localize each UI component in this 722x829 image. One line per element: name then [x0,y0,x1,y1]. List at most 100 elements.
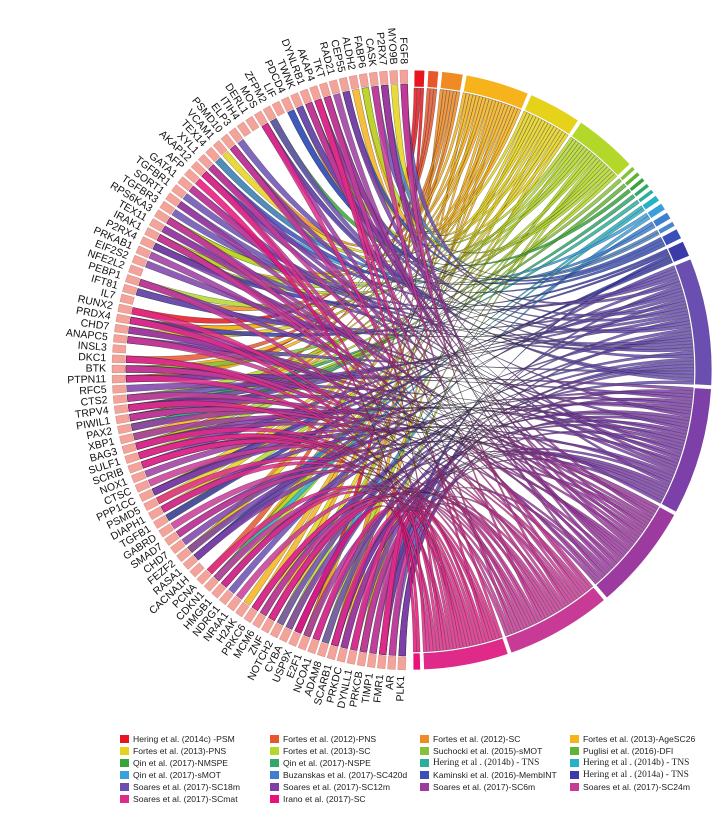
gene-box [271,100,285,117]
gene-box [131,470,147,484]
legend-label: Qin et al. (2017)-NMSPE [133,758,229,768]
gene-box [159,200,176,215]
gene-box [377,654,387,669]
chord-ribbon [378,511,427,656]
gene-box [165,192,181,207]
dataset-arc [667,240,691,263]
gene-label: DKC1 [78,351,107,364]
legend: Hering et al. (2014c) -PSM Fortes et al. … [120,733,720,829]
legend-item: Soares et al. (2017)-SCmat [120,793,270,805]
gene-box [328,79,341,95]
gene-box [245,115,260,132]
gene-label: FABP6 [351,35,368,69]
dataset-arc [412,652,422,671]
legend-item: Soares et al. (2017)-SC12m [270,781,420,793]
legend-item: Soares et al. (2017)-SC24m [570,781,720,793]
chord-ribbon [215,157,656,285]
gene-box [220,133,236,149]
chord-ribbon [276,380,694,626]
dataset-arc [646,202,666,220]
gene-box [124,452,140,464]
gene-label: BTK [86,363,106,375]
legend-item: Hering et al . (2014a) - TNS [570,769,720,781]
gene-box [111,364,126,374]
chord-ribbon [125,365,588,593]
legend-label: Buzanskas et al. (2017)-SC420d [283,770,408,780]
legend-label: Hering et al . (2014b) - TNS [433,758,540,768]
dataset-arc [628,176,646,193]
gene-box [171,184,187,199]
dataset-arc [660,387,712,513]
chord-ribbon [323,95,516,634]
dataset-arc [426,70,440,89]
gene-box [189,562,205,578]
legend-label: Qin et al. (2017)-sMOT [133,770,221,780]
gene-box [227,595,242,612]
chord-ribbon [388,502,546,656]
chord-ribbon [148,251,616,569]
legend-item: Puglisi et al. (2016)-DFI [570,745,720,757]
chord-ribbon [270,118,695,382]
gene-box [125,274,141,286]
legend-item: Qin et al. (2017)-NSPE [270,757,420,769]
legend-swatch [120,759,129,767]
legend-label: Soares et al. (2017)-SC18m [133,782,240,792]
gene-box [254,110,268,127]
dataset-arc [674,258,713,387]
chord-ribbon [296,105,694,353]
legend-label: Fortes et al. (2013)-PNS [133,746,227,756]
gene-box [119,433,135,445]
legend-item: Qin et al. (2017)-sMOT [120,769,270,781]
chord-ribbon [305,101,583,597]
legend-swatch [270,759,279,767]
chord-ribbon [380,84,606,578]
gene-box [297,635,311,651]
gene-box [177,176,193,191]
chord-ribbon [294,505,421,653]
gene-label: TIMP1 [360,672,376,704]
legend-swatch [270,771,279,779]
legend-item: Hering et al. (2014c) -PSM [120,733,270,745]
legend-swatch [420,735,429,743]
gene-label: ANAPC5 [65,327,108,343]
gene-box [389,70,399,84]
gene-box [112,394,127,404]
gene-label: MYO9B [385,28,399,65]
chord-ribbon [340,487,608,649]
gene-box [387,655,397,670]
gene-box [212,140,228,156]
legend-label: Hering et al . (2014a) - TNS [583,770,689,780]
gene-box [134,480,151,493]
legend-item: Hering et al . (2014b) - TNS [570,757,720,769]
chord-ribbon [127,336,552,617]
legend-swatch [420,759,429,767]
gene-label: AR [384,674,397,690]
gene-box [114,324,129,334]
legend-item: Buzanskas et al. (2017)-SC420d [270,769,420,781]
chord-ribbon [331,507,484,647]
legend-swatch [120,771,129,779]
chord-ribbon [144,428,658,513]
legend-label: Qin et al. (2017)-NSPE [283,758,371,768]
gene-box [399,69,408,84]
legend-label: Soares et al. (2017)-SCmat [133,794,238,804]
gene-box [196,569,212,585]
gene-box [112,344,127,354]
gene-box [139,236,156,250]
legend-swatch [120,735,129,743]
gene-box [205,146,221,163]
gene-label: TKT [310,57,328,80]
gene-box [190,161,207,177]
legend-swatch [120,783,129,791]
chord-ribbon [314,98,444,651]
gene-box [336,647,348,663]
gene-box [158,523,174,538]
legend-swatch [270,795,279,803]
gene-box [348,74,360,90]
chord-ribbon [371,85,543,622]
gene-box [197,153,213,169]
chord-ribbon [342,90,679,467]
gene-box [307,638,320,655]
gene-box [211,583,227,599]
